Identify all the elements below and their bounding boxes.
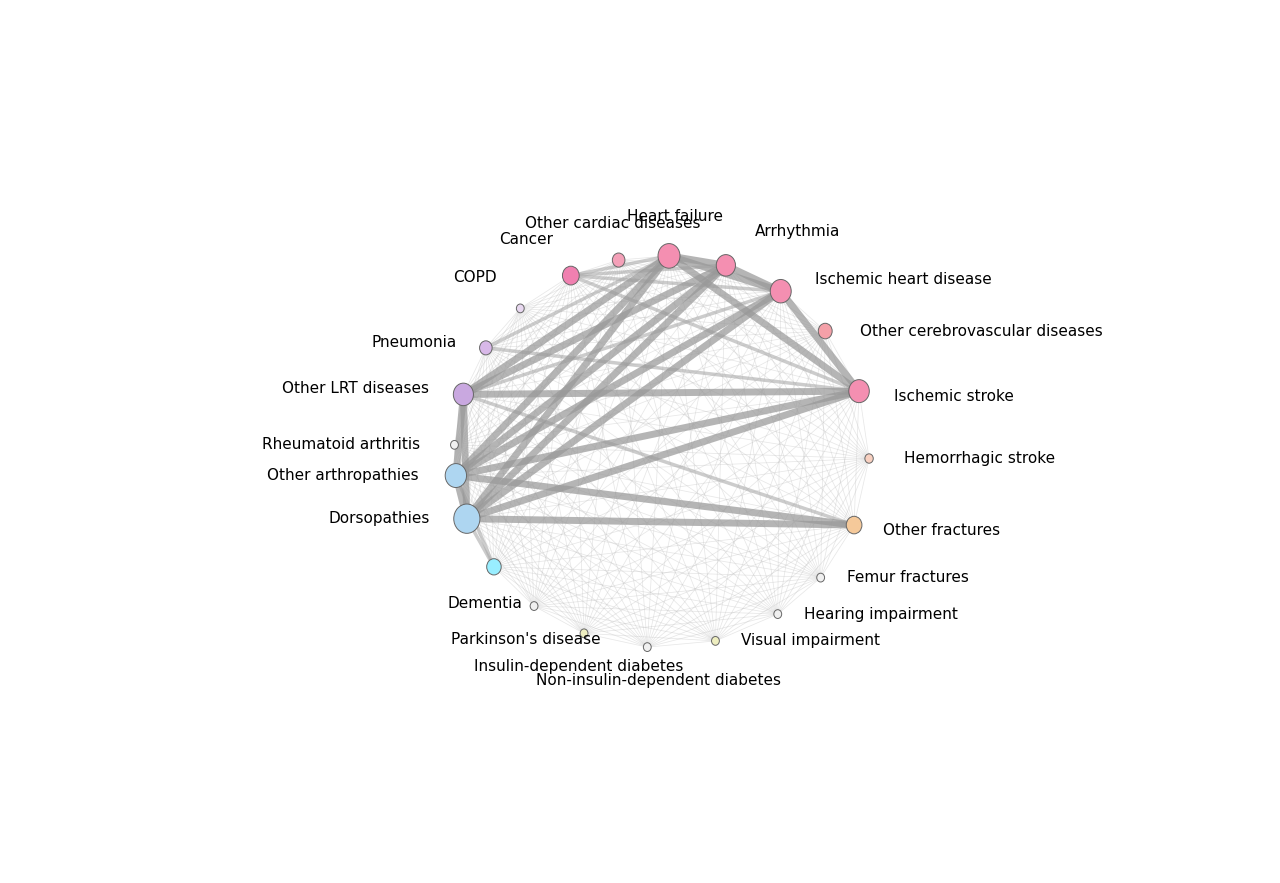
Ellipse shape bbox=[846, 517, 861, 534]
Text: Rheumatoid arthritis: Rheumatoid arthritis bbox=[262, 437, 420, 452]
Text: Ischemic stroke: Ischemic stroke bbox=[893, 389, 1014, 404]
Text: Non-insulin-dependent diabetes: Non-insulin-dependent diabetes bbox=[536, 673, 781, 688]
Text: Pneumonia: Pneumonia bbox=[371, 335, 457, 350]
Ellipse shape bbox=[774, 609, 782, 618]
Text: Other arthropathies: Other arthropathies bbox=[266, 468, 419, 483]
Text: Other cerebrovascular diseases: Other cerebrovascular diseases bbox=[860, 323, 1102, 338]
Text: Hemorrhagic stroke: Hemorrhagic stroke bbox=[904, 451, 1055, 466]
Ellipse shape bbox=[453, 504, 480, 533]
Text: Other cardiac diseases: Other cardiac diseases bbox=[525, 216, 700, 231]
Ellipse shape bbox=[644, 643, 652, 652]
Ellipse shape bbox=[453, 383, 474, 405]
Text: Hearing impairment: Hearing impairment bbox=[804, 607, 957, 622]
Text: Heart failure: Heart failure bbox=[627, 209, 723, 224]
Ellipse shape bbox=[580, 629, 588, 638]
Ellipse shape bbox=[480, 341, 492, 355]
Text: Visual impairment: Visual impairment bbox=[741, 633, 881, 648]
Ellipse shape bbox=[530, 601, 538, 610]
Ellipse shape bbox=[865, 454, 873, 464]
Text: Cancer: Cancer bbox=[499, 232, 553, 246]
Ellipse shape bbox=[818, 323, 832, 339]
Ellipse shape bbox=[717, 254, 736, 276]
Text: Dorsopathies: Dorsopathies bbox=[328, 511, 429, 526]
Ellipse shape bbox=[612, 253, 625, 267]
Ellipse shape bbox=[658, 244, 680, 268]
Text: Arrhythmia: Arrhythmia bbox=[755, 224, 840, 239]
Ellipse shape bbox=[451, 441, 458, 449]
Ellipse shape bbox=[516, 304, 525, 313]
Ellipse shape bbox=[562, 266, 580, 285]
Text: COPD: COPD bbox=[453, 270, 497, 285]
Text: Other LRT diseases: Other LRT diseases bbox=[282, 381, 429, 396]
Text: Parkinson's disease: Parkinson's disease bbox=[451, 632, 600, 647]
Ellipse shape bbox=[445, 464, 467, 487]
Ellipse shape bbox=[712, 637, 719, 645]
Ellipse shape bbox=[771, 279, 791, 303]
Text: Ischemic heart disease: Ischemic heart disease bbox=[815, 272, 992, 287]
Ellipse shape bbox=[486, 559, 502, 575]
Ellipse shape bbox=[849, 380, 869, 403]
Ellipse shape bbox=[817, 573, 824, 582]
Text: Femur fractures: Femur fractures bbox=[846, 570, 969, 585]
Text: Dementia: Dementia bbox=[448, 596, 522, 611]
Text: Insulin-dependent diabetes: Insulin-dependent diabetes bbox=[474, 660, 684, 675]
Text: Other fractures: Other fractures bbox=[883, 524, 1000, 539]
